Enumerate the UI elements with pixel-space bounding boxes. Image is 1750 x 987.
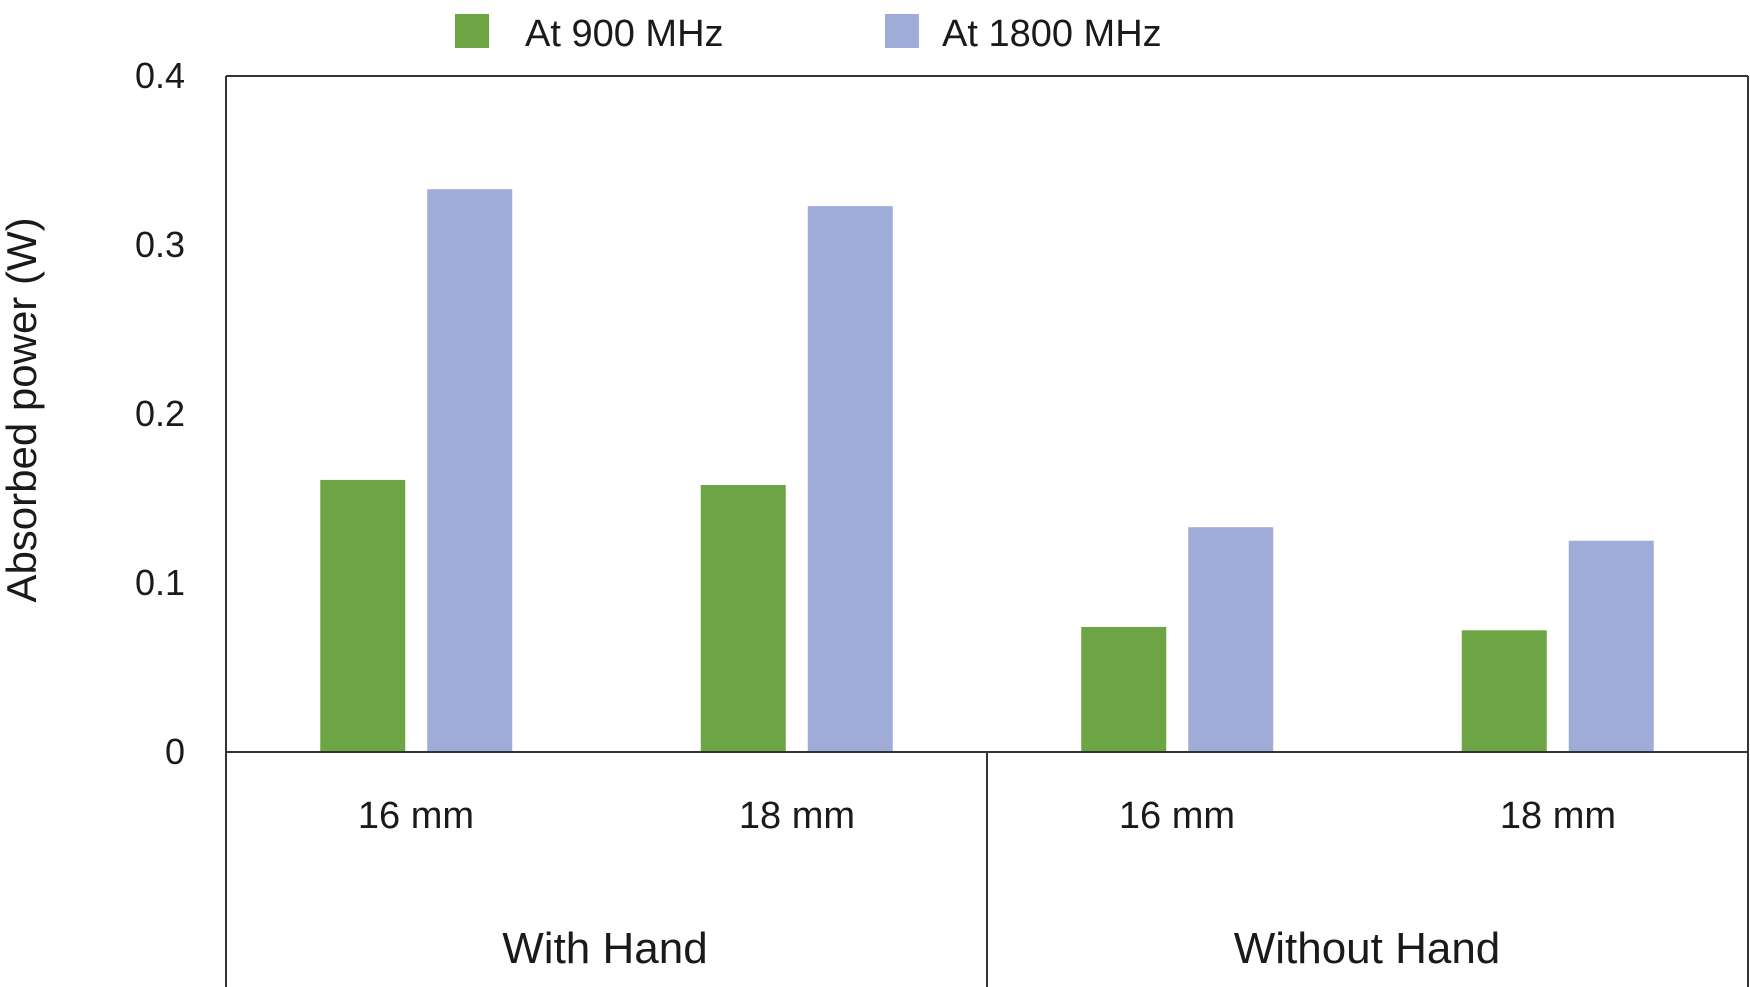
bar-900-with-hand-18mm: [700, 484, 786, 752]
y-tick-0: 0: [165, 731, 185, 772]
y-tick-4: 0.4: [135, 55, 185, 96]
plot-frame: [225, 75, 1749, 987]
legend-label-1800: At 1800 MHz: [942, 13, 1162, 55]
legend-label-900: At 900 MHz: [525, 13, 724, 55]
group-label-without-hand: Without Hand: [1234, 924, 1501, 973]
bar-900-with-hand-16mm: [320, 479, 406, 752]
y-axis-label: Absorbed power (W): [0, 217, 45, 602]
legend-swatch-1800: [885, 14, 919, 48]
y-axis-ticks: 0 0.1 0.2 0.3 0.4: [135, 55, 185, 772]
y-tick-1: 0.1: [135, 562, 185, 603]
category-label-without-hand-18mm: 18 mm: [1500, 795, 1616, 837]
bar-900-without-hand-16mm: [1081, 626, 1167, 752]
category-labels: 16 mm 18 mm 16 mm 18 mm: [358, 795, 1616, 837]
group-label-with-hand: With Hand: [502, 924, 707, 973]
y-tick-2: 0.2: [135, 393, 185, 434]
bars: [320, 189, 1654, 753]
bar-900-without-hand-18mm: [1461, 630, 1547, 752]
bar-1800-without-hand-16mm: [1188, 527, 1274, 752]
bar-1800-with-hand-16mm: [427, 189, 513, 753]
category-label-with-hand-18mm: 18 mm: [739, 795, 855, 837]
category-label-with-hand-16mm: 16 mm: [358, 795, 474, 837]
y-tick-3: 0.3: [135, 224, 185, 265]
group-labels: With Hand Without Hand: [502, 924, 1500, 973]
legend: At 900 MHz At 1800 MHz: [455, 13, 1162, 55]
legend-swatch-900: [455, 14, 489, 48]
bar-1800-with-hand-18mm: [807, 206, 893, 752]
category-label-without-hand-16mm: 16 mm: [1119, 795, 1235, 837]
bar-1800-without-hand-18mm: [1568, 540, 1654, 752]
